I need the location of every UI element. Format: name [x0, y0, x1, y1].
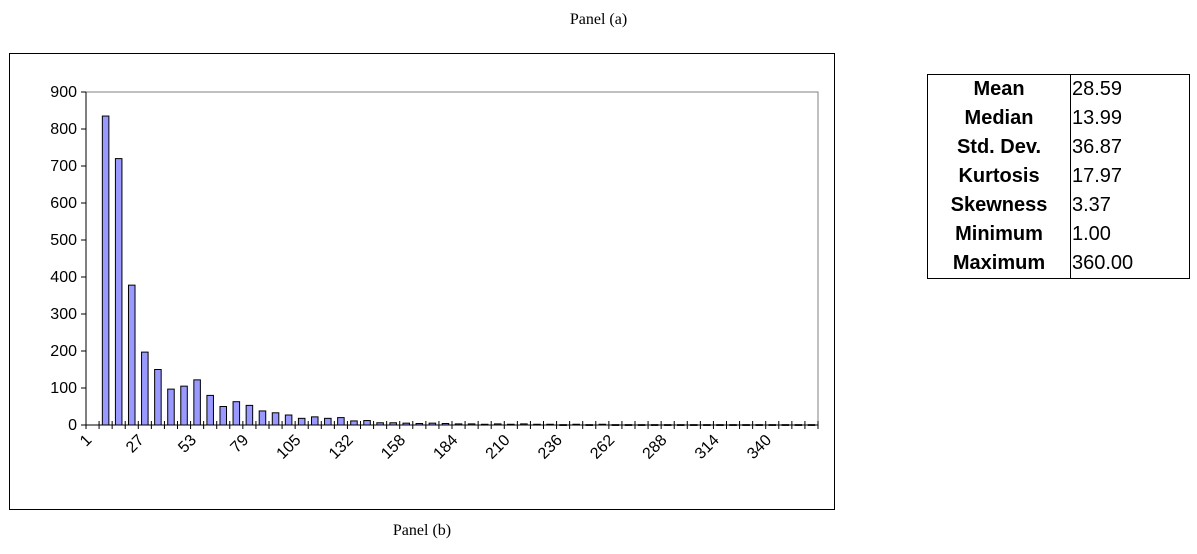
- x-tick-label: 105: [274, 432, 305, 463]
- stat-row-maximum: Maximum 360.00: [927, 249, 1190, 279]
- histogram-bar: [193, 379, 201, 426]
- y-tick-label: 300: [50, 306, 77, 323]
- stat-value: 1.00: [1072, 223, 1111, 245]
- histogram-bar: [310, 416, 319, 426]
- x-tick-label: 1: [77, 432, 95, 450]
- y-tick-label: 100: [50, 380, 77, 397]
- y-tick-label: 900: [50, 84, 77, 101]
- stat-label: Mean: [927, 74, 1071, 104]
- histogram-bar: [232, 401, 241, 426]
- histogram-svg: 0 100 200 300 400 500 600 700 800 900 1 27 53 79 105 13…: [50, 84, 819, 463]
- x-tick-label: 262: [587, 432, 618, 463]
- stat-row-skewness: Skewness 3.37: [927, 191, 1190, 220]
- y-tick-label: 800: [50, 121, 77, 138]
- stat-label: Median: [927, 104, 1071, 133]
- panel-a-caption: Panel (a): [569, 11, 628, 28]
- stat-label: Kurtosis: [927, 162, 1071, 191]
- stat-row-kurtosis: Kurtosis 17.97: [927, 162, 1190, 191]
- y-tick-label: 200: [50, 343, 77, 360]
- x-tick-label: 158: [378, 432, 409, 463]
- stat-row-median: Median 13.99: [927, 104, 1190, 133]
- x-tick-label: 340: [744, 432, 775, 463]
- stat-row-std-dev: Std. Dev. 36.87: [927, 133, 1190, 162]
- plot-area-border: [86, 91, 819, 425]
- histogram-chart: 0 100 200 300 400 500 600 700 800 900 1 27 53 79 105 13…: [9, 53, 835, 510]
- histogram-bar: [180, 385, 188, 426]
- histogram-bar: [284, 414, 293, 426]
- histogram-bar: [324, 417, 332, 426]
- y-tick-label: 0: [68, 417, 77, 434]
- stat-label: Skewness: [927, 191, 1071, 220]
- stat-label: Std. Dev.: [927, 133, 1071, 162]
- histogram-bar: [363, 420, 371, 426]
- histogram-bar: [297, 417, 306, 426]
- y-tick-label: 600: [50, 195, 77, 212]
- stat-value: 360.00: [1072, 252, 1134, 274]
- panel-b-caption: Panel (b): [392, 522, 452, 539]
- histogram-bar: [271, 412, 280, 426]
- y-tick-label: 500: [50, 232, 77, 249]
- stat-value: 36.87: [1072, 136, 1123, 158]
- summary-statistics-table: Mean 28.59 Median 13.99 Std. Dev. 36.87 …: [927, 74, 1190, 279]
- histogram-bar: [219, 406, 228, 426]
- stat-row-minimum: Minimum 1.00: [927, 220, 1190, 249]
- x-tick-label: 210: [483, 432, 514, 463]
- x-tick-label: 184: [430, 432, 461, 463]
- x-tick-label: 27: [123, 432, 148, 457]
- x-tick-label: 132: [326, 432, 357, 463]
- x-tick-label: 288: [640, 432, 671, 463]
- stat-value: 17.97: [1072, 165, 1123, 187]
- histogram-bar: [154, 369, 162, 426]
- y-tick-label: 700: [50, 158, 77, 175]
- histogram-bar: [101, 115, 110, 426]
- histogram-bar: [337, 417, 345, 426]
- stat-value: 28.59: [1072, 78, 1123, 100]
- stat-value: 13.99: [1072, 107, 1123, 129]
- histogram-bar: [114, 158, 123, 426]
- stat-label: Minimum: [927, 220, 1071, 249]
- histogram-bar: [206, 394, 214, 426]
- stat-value: 3.37: [1072, 194, 1111, 216]
- histogram-bar: [258, 410, 267, 426]
- y-tick-label: 400: [50, 269, 77, 286]
- x-tick-label: 236: [535, 432, 566, 463]
- x-tick-label: 314: [692, 432, 723, 463]
- histogram-bar: [167, 388, 175, 426]
- x-tick-label: 79: [228, 432, 253, 457]
- stat-label: Maximum: [927, 249, 1071, 279]
- stat-row-mean: Mean 28.59: [927, 74, 1190, 104]
- x-tick-label: 53: [175, 432, 200, 457]
- histogram-bar: [245, 404, 254, 426]
- histogram-bar: [350, 420, 358, 426]
- histogram-bar: [127, 284, 136, 426]
- histogram-bar: [141, 351, 149, 426]
